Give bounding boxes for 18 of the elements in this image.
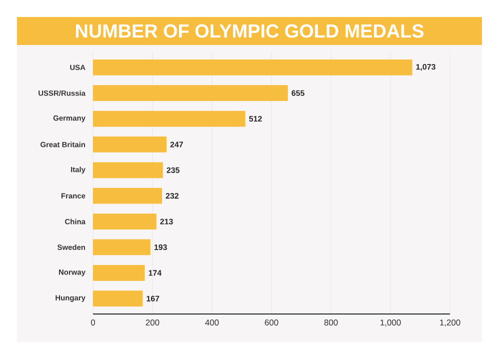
bar xyxy=(93,188,162,204)
bar xyxy=(93,290,143,307)
bar xyxy=(93,136,166,152)
bar xyxy=(93,239,150,256)
bar xyxy=(93,110,246,127)
x-tick-label: 400 xyxy=(205,320,219,326)
bar xyxy=(93,85,288,102)
bar xyxy=(93,214,156,230)
x-tick-label: 200 xyxy=(146,320,160,326)
x-tick-label: 1,000 xyxy=(380,320,401,327)
bar xyxy=(93,162,163,178)
x-tick-label: 1,200 xyxy=(440,320,460,327)
x-tick-label: 0 xyxy=(90,320,96,326)
bar xyxy=(93,59,412,76)
x-tick-label: 600 xyxy=(264,320,278,326)
bar xyxy=(93,264,145,281)
x-tick-label: 800 xyxy=(324,320,338,326)
chart-title: NUMBER OF OLYMPIC GOLD MEDALS xyxy=(76,24,424,38)
